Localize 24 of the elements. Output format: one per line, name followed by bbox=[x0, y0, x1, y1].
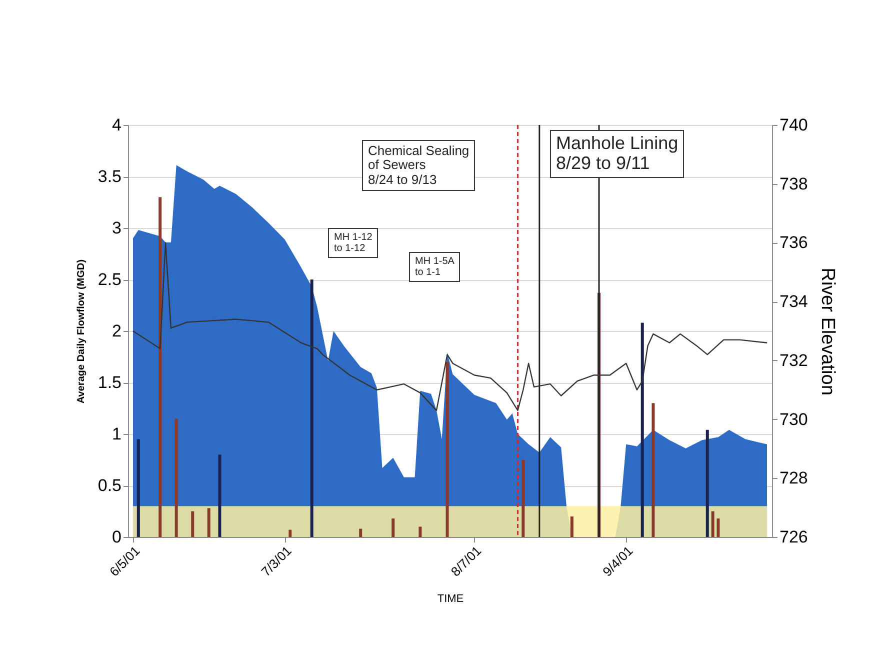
annotation: Manhole Lining 8/29 to 9/11 bbox=[550, 130, 684, 178]
x-axis-title: TIME bbox=[437, 593, 464, 606]
y-tick-label: 1 bbox=[112, 424, 122, 444]
y2-tick-label: 732 bbox=[780, 350, 808, 370]
y-tick-label: 0 bbox=[112, 528, 122, 546]
y2-tick-label: 738 bbox=[780, 174, 808, 194]
y-tick-label: 0.5 bbox=[98, 476, 122, 495]
y-tick-label: 4 bbox=[112, 116, 122, 134]
y2-tick-label: 730 bbox=[780, 410, 808, 429]
y2-tick-label: 726 bbox=[780, 528, 808, 546]
annotation: Chemical Sealing of Sewers 8/24 to 9/13 bbox=[362, 140, 476, 191]
y2-tick-label: 736 bbox=[780, 233, 808, 252]
y2-axis-title: River Elevation bbox=[816, 268, 838, 396]
y-tick-label: 1.5 bbox=[98, 373, 122, 392]
y-tick-label: 2 bbox=[112, 322, 122, 340]
annotation: MH 1-12 to 1-12 bbox=[328, 228, 378, 258]
y-tick-label: 3.5 bbox=[98, 167, 122, 186]
y2-tick-label: 734 bbox=[780, 292, 808, 312]
y-tick-label: 2.5 bbox=[98, 270, 122, 289]
y2-tick-label: 740 bbox=[780, 116, 808, 134]
y-tick-label: 3 bbox=[112, 218, 122, 238]
y2-tick-label: 728 bbox=[780, 468, 808, 488]
y-axis-title: Average Daily Flowflow (MGD) bbox=[76, 259, 87, 404]
annotation: MH 1-5A to 1-1 bbox=[409, 252, 460, 282]
